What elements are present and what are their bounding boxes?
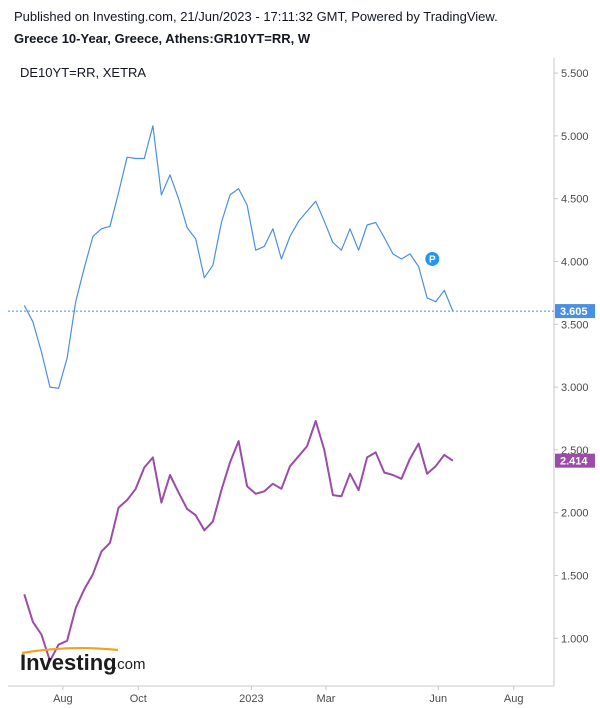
event-marker-icon[interactable] <box>425 251 440 266</box>
symbol-title: Greece 10-Year, Greece, Athens:GR10YT=RR… <box>14 31 311 46</box>
series-layer <box>23 125 454 662</box>
x-tick-label: Jun <box>429 693 447 705</box>
x-tick-label: Aug <box>53 693 73 705</box>
logo-swoosh-icon <box>21 646 119 655</box>
y-tick-label: 5.000 <box>561 131 589 143</box>
x-tick-label: Aug <box>504 693 524 705</box>
logo-wordmark: Investing <box>20 650 117 675</box>
x-axis-ticks: Aug Oct 2023 Mar Jun Aug <box>53 686 524 705</box>
y-tick-label: 1.500 <box>561 570 589 582</box>
y-tick-label: 2.000 <box>561 508 589 520</box>
y-tick-label: 5.500 <box>561 68 589 80</box>
investing-logo: Investing .com <box>20 646 146 675</box>
y-tick-label: 4.000 <box>561 256 589 268</box>
de10y-last-value-badge <box>555 453 595 468</box>
last-value-badges: 3.605 2.414 <box>8 304 595 468</box>
de10y-line <box>23 420 454 662</box>
y-tick-label: 4.500 <box>561 194 589 206</box>
event-markers[interactable]: P <box>425 251 440 266</box>
last-value-text: 2.414 <box>560 456 588 468</box>
logo-suffix: .com <box>113 656 146 673</box>
greece-last-value-badge <box>555 304 595 319</box>
legend-label: DE10YT=RR, XETRA <box>20 65 146 80</box>
y-tick-label: 1.000 <box>561 633 589 645</box>
x-tick-label: Mar <box>317 693 336 705</box>
event-marker-label: P <box>429 254 436 265</box>
published-caption: Published on Investing.com, 21/Jun/2023 … <box>14 9 498 24</box>
x-tick-label: Oct <box>130 693 147 705</box>
last-value-text: 3.605 <box>560 306 588 318</box>
y-tick-label: 3.500 <box>561 319 589 331</box>
y-axis-ticks: 5.5005.0004.5004.0003.5003.0002.5002.000… <box>554 68 589 645</box>
greece-10y-line <box>23 125 454 389</box>
x-tick-label: 2023 <box>239 693 263 705</box>
y-tick-label: 3.000 <box>561 382 589 394</box>
